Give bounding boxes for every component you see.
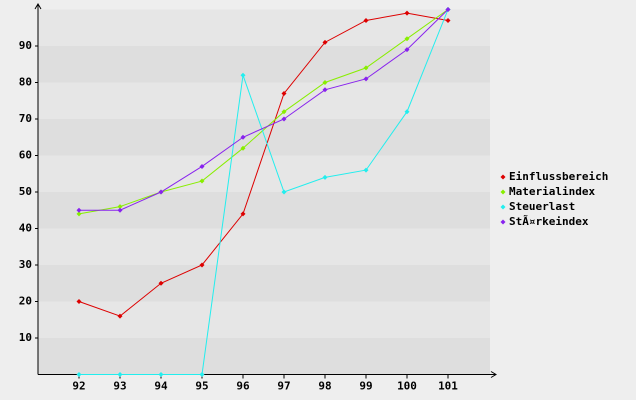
grid-band — [38, 338, 490, 375]
point-marker — [158, 280, 164, 286]
grid-band — [38, 228, 490, 265]
point-marker — [322, 80, 328, 85]
grid-band — [38, 9, 490, 46]
legend-label: Steuerlast — [509, 200, 575, 213]
point-marker — [199, 262, 205, 268]
legend-marker — [500, 219, 506, 225]
point-marker — [363, 65, 369, 71]
point-marker — [322, 174, 328, 180]
x-tick-label: 94 — [154, 380, 168, 393]
point-marker — [117, 207, 123, 213]
point-marker — [281, 109, 287, 115]
point-marker — [363, 76, 369, 82]
point-marker — [158, 372, 164, 377]
x-tick-label: 95 — [195, 380, 208, 393]
legend-label: Einflussbereich — [509, 170, 608, 183]
grid-band — [38, 119, 490, 156]
point-marker — [404, 36, 410, 42]
y-tick-label: 40 — [19, 222, 32, 235]
point-marker — [240, 134, 246, 140]
point-marker — [404, 109, 410, 115]
grid-band — [38, 82, 490, 119]
x-tick-label: 100 — [397, 380, 417, 393]
point-marker — [76, 299, 82, 304]
series-line — [79, 9, 449, 211]
point-marker — [117, 372, 123, 377]
y-tick-label: 60 — [19, 149, 32, 162]
point-marker — [240, 211, 246, 217]
point-marker — [445, 7, 451, 12]
series-line — [78, 12, 449, 317]
point-marker — [404, 10, 410, 16]
point-marker — [199, 372, 205, 377]
y-tick-label: 90 — [19, 39, 32, 52]
y-tick-label: 20 — [19, 295, 32, 308]
legend-marker — [500, 189, 506, 195]
point-marker — [117, 204, 123, 210]
x-tick-label: 97 — [277, 380, 290, 393]
point-marker — [363, 17, 369, 23]
point-marker — [240, 72, 246, 78]
point-marker — [322, 39, 328, 45]
x-tick-label: 96 — [236, 380, 250, 393]
y-tick-label: 10 — [19, 331, 32, 344]
point-marker — [240, 145, 246, 151]
grid-band — [38, 155, 490, 192]
point-marker — [158, 189, 164, 195]
y-tick-label: 70 — [19, 112, 32, 125]
series-line — [79, 9, 449, 375]
point-marker — [76, 207, 82, 213]
series-line — [78, 9, 449, 215]
x-tick-label: 93 — [113, 380, 126, 393]
point-marker — [199, 178, 205, 184]
point-marker — [322, 87, 328, 93]
legend-label: StÃ¤rkeindex — [509, 215, 589, 228]
grid-band — [38, 265, 490, 302]
y-tick-label: 30 — [19, 258, 32, 271]
x-tick-label: 98 — [318, 380, 331, 393]
legend-marker — [500, 204, 506, 210]
point-marker — [199, 163, 205, 169]
point-marker — [363, 167, 369, 173]
x-tick-label: 99 — [359, 380, 372, 393]
point-marker — [76, 211, 82, 217]
y-tick-label: 50 — [19, 185, 32, 198]
x-axis-arrow — [490, 371, 497, 378]
legend-marker — [500, 174, 506, 180]
x-tick-label: 101 — [438, 380, 458, 393]
point-marker — [281, 116, 287, 122]
grid-band — [38, 301, 490, 338]
y-tick-label: 80 — [19, 76, 32, 89]
y-axis-arrow — [34, 3, 42, 10]
point-marker — [281, 90, 287, 96]
point-marker — [445, 17, 451, 23]
point-marker — [281, 189, 287, 195]
point-marker — [404, 47, 410, 53]
point-marker — [117, 313, 123, 319]
grid-band — [38, 46, 490, 83]
point-marker — [76, 372, 82, 377]
x-tick-label: 92 — [72, 380, 85, 393]
legend-label: Materialindex — [509, 185, 595, 198]
